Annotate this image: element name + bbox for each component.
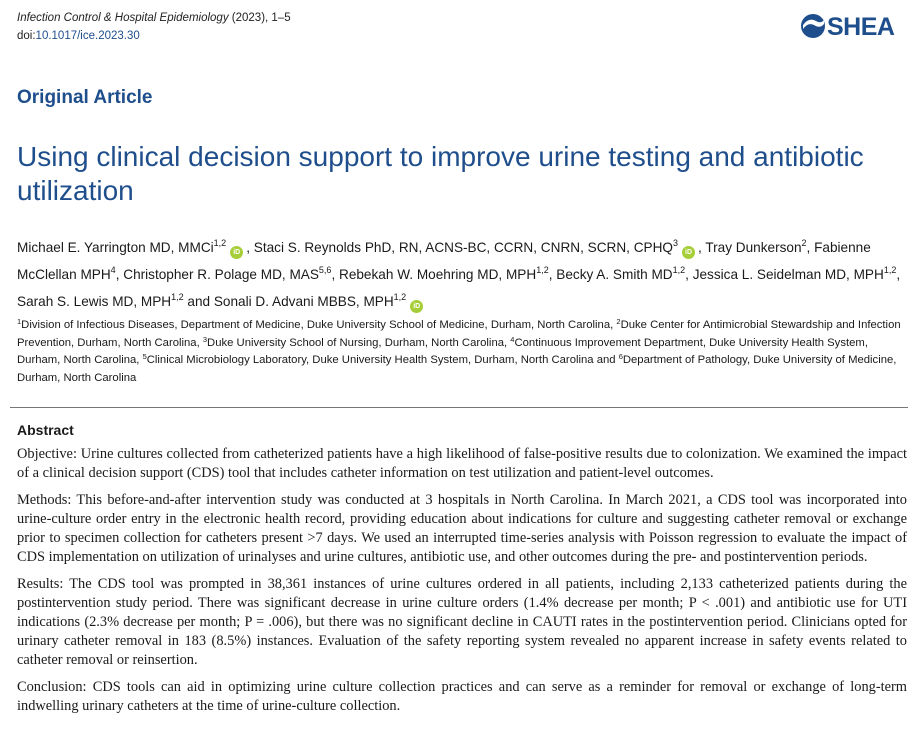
author-affiliation-marker: 5,6 [318,265,332,275]
doi-prefix: doi: [17,30,36,42]
journal-line: Infection Control & Hospital Epidemiolog… [17,9,291,27]
author-name: Fabienne McClellan MPH [17,240,871,282]
affiliation-marker: 4 [510,334,515,344]
author-affiliation-marker: 4 [110,265,116,275]
affiliation-text: Duke University School of Nursing, Durha… [207,336,511,349]
journal-year-pages: (2023), 1–5 [228,12,291,24]
author-name: Sarah S. Lewis MD, MPH [17,294,172,309]
author-separator: , [246,240,254,255]
author-name: Becky A. Smith MD [556,267,673,282]
shea-logo-icon [801,14,825,38]
doi-line: doi:10.1017/ice.2023.30 [17,27,291,45]
author: Christopher R. Polage MD, MAS5,6 [123,265,332,283]
author-affiliation-marker: 3 [672,238,678,248]
orcid-icon[interactable]: iD [682,246,695,259]
author-list: Michael E. Yarrington MD, MMCi1,2iD, Sta… [17,234,907,315]
article-title: Using clinical decision support to impro… [17,141,864,206]
article-type: Original Article [17,87,153,108]
abstract-results: Results: The CDS tool was prompted in 38… [17,576,907,668]
author-affiliation-marker: 1,2 [672,265,686,275]
affiliation-marker: 3 [202,334,208,344]
author-affiliation-marker: 1,2 [393,292,407,302]
author: Sonali D. Advani MBBS, MPH1,2iD [213,292,426,313]
author: Becky A. Smith MD1,2 [556,265,686,283]
affiliation-marker: 5 [142,352,147,361]
abstract-conclusion: Conclusion: CDS tools can aid in optimiz… [17,679,907,714]
author-separator: , [115,267,124,282]
orcid-icon[interactable]: iD [230,246,244,259]
affiliations: 1Division of Infectious Diseases, Depart… [17,317,912,387]
affiliation-text: Clinical Microbiology Laboratory, Duke U… [146,354,619,366]
shea-logo-text: SHEA [827,13,895,41]
author-separator: , [548,267,557,282]
abstract-heading: Abstract [17,422,74,438]
author: Rebekah W. Moehring MD, MPH1,2 [339,265,549,283]
author-separator: , [331,267,339,282]
author-separator: , [806,240,815,255]
author-name: Rebekah W. Moehring MD, MPH [339,267,537,282]
affiliation-text: Duke Center for Antimicrobial Stewardshi… [17,319,901,349]
journal-name: Infection Control & Hospital Epidemiolog… [17,12,229,24]
author: Sarah S. Lewis MD, MPH1,2 [17,292,184,310]
author-affiliation-marker: 1,2 [213,238,227,248]
affiliation-marker: 1 [17,317,22,326]
author: Michael E. Yarrington MD, MMCi1,2iD [17,238,246,259]
abstract-objective: Objective: Urine cultures collected from… [17,446,907,481]
author-name: Staci S. Reynolds PhD, RN, ACNS-BC, CCRN… [253,240,673,255]
doi-link[interactable]: 10.1017/ice.2023.30 [35,30,140,42]
author-name: Christopher R. Polage MD, MAS [123,267,319,282]
shea-logo: SHEA [800,10,908,44]
affiliation-marker: 6 [618,352,623,361]
author-separator: , [698,240,706,255]
journal-citation: Infection Control & Hospital Epidemiolog… [17,9,291,45]
author-affiliation-marker: 2 [801,238,807,248]
author: Fabienne McClellan MPH4 [17,240,871,282]
author: Jessica L. Seidelman MD, MPH1,2 [692,265,897,283]
affiliation-text: Continuous Improvement Department, Duke … [17,336,868,367]
affiliation-marker: 2 [616,317,621,326]
author-separator: , [896,267,901,282]
author: Tray Dunkerson2 [705,238,807,256]
affiliation-text: Department of Pathology, Duke University… [17,354,897,384]
divider-rule [10,407,908,408]
author-affiliation-marker: 1,2 [883,265,897,275]
affiliation-text: Division of Infectious Diseases, Departm… [21,319,617,331]
author: Staci S. Reynolds PhD, RN, ACNS-BC, CCRN… [253,238,698,259]
abstract-methods: Methods: This before-and-after intervent… [17,492,907,565]
author-joiner: and [183,294,214,309]
author-name: Sonali D. Advani MBBS, MPH [213,294,394,309]
abstract-body: Objective: Urine cultures collected from… [17,445,907,724]
author-name: Tray Dunkerson [705,240,802,255]
author-name: Michael E. Yarrington MD, MMCi [17,240,214,255]
author-name: Jessica L. Seidelman MD, MPH [692,267,884,282]
author-separator: , [685,267,693,282]
author-affiliation-marker: 1,2 [171,292,184,302]
orcid-icon[interactable]: iD [410,300,424,313]
author-affiliation-marker: 1,2 [536,265,549,275]
